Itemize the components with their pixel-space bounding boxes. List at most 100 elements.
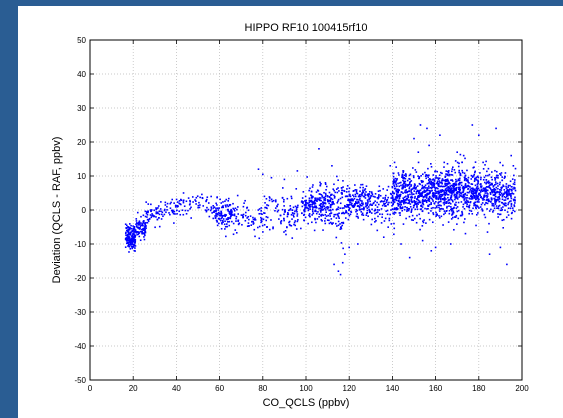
data-point xyxy=(134,229,137,231)
data-point xyxy=(222,220,224,222)
data-point xyxy=(124,223,127,226)
data-point xyxy=(290,195,293,198)
data-point xyxy=(344,205,346,208)
data-point xyxy=(452,210,455,213)
data-point xyxy=(509,207,512,210)
data-point xyxy=(272,226,274,228)
data-point xyxy=(447,186,450,189)
data-point xyxy=(392,192,394,194)
data-point xyxy=(174,206,177,208)
data-point xyxy=(347,204,349,206)
data-point xyxy=(433,180,436,182)
data-point xyxy=(505,183,508,185)
data-point xyxy=(146,213,149,216)
data-point xyxy=(150,216,153,219)
data-point xyxy=(413,217,416,220)
data-point xyxy=(472,175,475,177)
data-point xyxy=(477,179,479,182)
data-point xyxy=(325,185,328,188)
data-point xyxy=(125,227,128,229)
data-point xyxy=(367,202,369,204)
data-point xyxy=(366,207,369,209)
data-point xyxy=(406,185,408,187)
data-point xyxy=(444,202,446,204)
data-point xyxy=(459,153,462,156)
data-point xyxy=(306,202,309,204)
data-point xyxy=(136,222,138,224)
data-point xyxy=(308,201,311,204)
data-point xyxy=(268,228,271,231)
data-point xyxy=(291,212,294,214)
data-point xyxy=(230,212,232,214)
data-point xyxy=(447,183,449,185)
data-point xyxy=(488,200,490,202)
data-point xyxy=(481,202,484,204)
data-point xyxy=(385,199,388,202)
data-point xyxy=(324,202,327,205)
data-point xyxy=(437,177,440,179)
data-point xyxy=(432,174,435,176)
data-point xyxy=(127,226,129,228)
data-point xyxy=(396,202,399,205)
data-point xyxy=(458,169,460,172)
data-point xyxy=(325,188,327,191)
data-point xyxy=(165,211,167,214)
data-point xyxy=(485,179,488,181)
data-point xyxy=(420,180,423,182)
data-point xyxy=(341,196,344,199)
data-point xyxy=(480,203,483,206)
data-point xyxy=(447,221,450,223)
data-point xyxy=(394,196,397,198)
data-point xyxy=(221,206,224,208)
data-point xyxy=(258,237,261,240)
data-point xyxy=(127,232,130,235)
data-point xyxy=(393,222,395,225)
data-point xyxy=(348,195,351,197)
data-point xyxy=(145,201,147,203)
data-point xyxy=(328,219,330,222)
data-point xyxy=(143,232,145,234)
data-point xyxy=(369,197,371,200)
data-point xyxy=(274,199,277,201)
data-point xyxy=(507,189,510,192)
data-point xyxy=(224,204,227,207)
data-point xyxy=(400,203,403,206)
data-point xyxy=(312,184,314,186)
data-point xyxy=(392,182,395,185)
data-point xyxy=(147,220,150,222)
data-point xyxy=(333,203,335,205)
data-point xyxy=(283,231,285,233)
data-point xyxy=(439,134,441,136)
data-point xyxy=(232,214,234,216)
data-point xyxy=(319,184,322,187)
data-point xyxy=(446,184,448,186)
data-point xyxy=(309,203,312,206)
data-point xyxy=(508,193,510,195)
data-point xyxy=(362,186,364,189)
data-point xyxy=(262,218,265,221)
data-point xyxy=(494,201,497,204)
data-point xyxy=(302,191,305,193)
data-point xyxy=(470,210,473,212)
data-point xyxy=(408,177,410,180)
data-point xyxy=(329,213,331,215)
data-point xyxy=(396,178,398,180)
data-point xyxy=(418,201,421,204)
data-point xyxy=(513,210,516,213)
data-point xyxy=(320,218,323,221)
data-point xyxy=(452,185,454,187)
data-point xyxy=(125,234,127,237)
data-point xyxy=(212,205,215,207)
data-point xyxy=(419,208,422,211)
data-point xyxy=(195,196,198,199)
data-point xyxy=(331,208,334,211)
data-point xyxy=(459,181,462,184)
data-point xyxy=(495,198,498,201)
data-point xyxy=(457,217,460,220)
data-point xyxy=(483,213,486,216)
data-point xyxy=(413,204,416,207)
data-point xyxy=(380,208,383,210)
data-point xyxy=(513,205,516,208)
data-point xyxy=(166,202,169,205)
data-point xyxy=(391,204,393,207)
